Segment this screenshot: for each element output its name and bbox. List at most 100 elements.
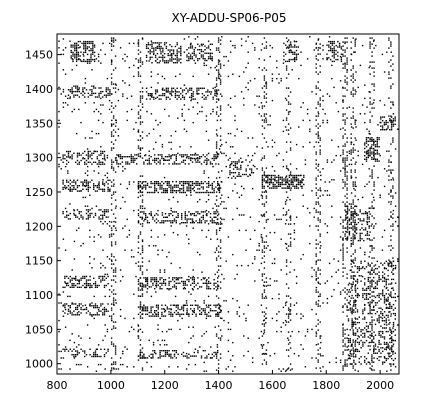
data-point [76, 152, 79, 154]
data-point [84, 60, 87, 63]
data-point [328, 36, 331, 38]
data-point [261, 185, 264, 187]
data-point [278, 368, 280, 370]
data-point [157, 181, 159, 183]
data-point [342, 225, 344, 227]
data-point [112, 301, 115, 303]
data-point [111, 102, 113, 104]
data-point [306, 207, 309, 210]
data-point [107, 183, 109, 185]
data-point [361, 220, 363, 222]
data-point [287, 355, 290, 357]
data-point [151, 62, 153, 64]
data-point [216, 346, 219, 348]
data-point [135, 58, 137, 60]
data-point [197, 159, 199, 161]
data-point [176, 54, 178, 57]
data-point [215, 65, 218, 67]
data-point [67, 277, 70, 279]
data-point [104, 159, 106, 161]
data-point [362, 293, 364, 295]
data-point [197, 58, 199, 60]
data-point [161, 315, 163, 317]
data-point [157, 284, 159, 286]
data-point [274, 174, 276, 177]
data-point [263, 119, 266, 121]
data-point [216, 106, 219, 108]
data-point [84, 283, 86, 285]
data-point [192, 275, 194, 278]
data-point [373, 89, 375, 91]
data-point [261, 179, 264, 181]
data-point [394, 148, 397, 150]
data-point [89, 186, 91, 189]
data-point [141, 307, 144, 309]
data-point [89, 214, 91, 216]
data-point [214, 94, 216, 97]
data-point [335, 154, 337, 157]
data-point [216, 119, 219, 122]
data-point [369, 337, 371, 339]
data-point [352, 212, 354, 215]
data-point [267, 124, 269, 126]
data-point [190, 213, 192, 215]
data-point [324, 190, 326, 192]
data-point [92, 53, 94, 55]
data-point [276, 66, 278, 69]
data-point [150, 113, 153, 115]
data-point [287, 368, 289, 370]
data-point [154, 191, 156, 194]
data-point [75, 57, 78, 59]
data-point [166, 288, 168, 290]
data-point [197, 308, 199, 310]
data-point [392, 278, 395, 281]
data-point [217, 75, 220, 77]
data-point [350, 283, 352, 285]
data-point [221, 201, 223, 203]
data-point [77, 55, 80, 57]
data-point [217, 303, 220, 305]
data-point [215, 143, 218, 145]
data-point [62, 88, 65, 91]
data-point [352, 221, 354, 223]
data-point [161, 350, 163, 352]
data-point [216, 271, 219, 273]
data-point [337, 146, 340, 148]
data-point [342, 157, 344, 159]
data-point [182, 161, 185, 163]
data-point [183, 119, 186, 122]
data-point [339, 170, 342, 172]
data-point [261, 239, 264, 241]
data-point [170, 311, 172, 314]
data-point [62, 179, 64, 181]
data-point [373, 207, 375, 209]
data-point [98, 163, 100, 165]
data-point [62, 106, 65, 108]
data-point [392, 257, 394, 259]
data-point [385, 120, 387, 122]
data-point [352, 149, 354, 151]
data-point [356, 293, 359, 295]
data-point [164, 282, 167, 284]
data-point [75, 94, 77, 96]
data-point [219, 79, 222, 81]
data-point [377, 346, 379, 348]
data-point [368, 227, 370, 229]
data-point [103, 214, 106, 216]
data-point [298, 77, 300, 80]
data-point [82, 284, 84, 287]
data-point [80, 279, 82, 281]
data-point [353, 262, 355, 264]
data-point [202, 211, 204, 213]
data-point [285, 180, 287, 182]
data-point [348, 163, 351, 166]
data-point [371, 245, 373, 247]
data-point [102, 183, 104, 185]
data-point [204, 211, 206, 213]
data-point [64, 312, 66, 314]
data-point [112, 343, 115, 345]
data-point [344, 79, 346, 81]
data-point [148, 163, 150, 165]
data-point [188, 326, 190, 328]
data-point [217, 286, 219, 288]
